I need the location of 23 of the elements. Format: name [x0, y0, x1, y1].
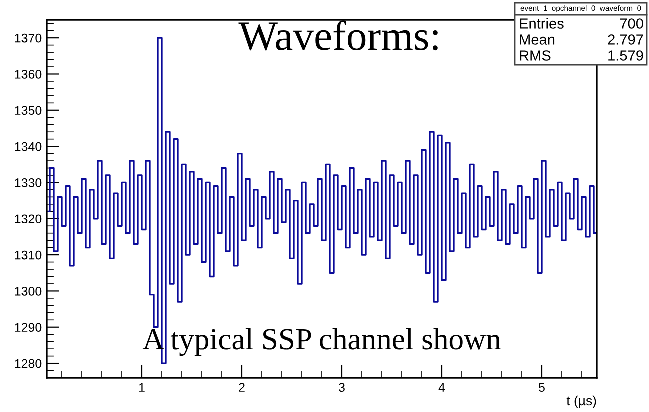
text: 700 — [620, 18, 644, 29]
y-tick-label: 1280 — [15, 359, 42, 368]
x-tick-label: 5 — [539, 383, 545, 392]
x-tick-label: 3 — [339, 383, 345, 392]
y-tick-label: 1330 — [15, 178, 42, 188]
y-tick-label: 1300 — [15, 287, 42, 296]
y-tick-label: 1360 — [15, 70, 42, 79]
annotation: Mean — [520, 34, 555, 45]
y-tick-label: 1340 — [15, 142, 42, 152]
y-tick-label: 1310 — [15, 250, 42, 260]
chart-title: Waveforms: — [238, 20, 438, 51]
y-tick-label: 1320 — [15, 214, 42, 224]
y-tick-label: 1290 — [15, 323, 42, 332]
text: 2.797 — [608, 34, 644, 45]
text: 1.579 — [608, 50, 644, 61]
y-tick-label: 1370 — [15, 34, 42, 43]
y-tick-label: 1350 — [15, 106, 42, 116]
annotation: Entries — [520, 18, 564, 29]
x-tick-label: 4 — [438, 383, 446, 392]
x-axis-title: t (µs) — [566, 396, 596, 408]
x-tick-label: 1 — [139, 383, 145, 392]
annotation: RMS — [520, 50, 551, 61]
x-tick-label: 2 — [239, 383, 245, 392]
